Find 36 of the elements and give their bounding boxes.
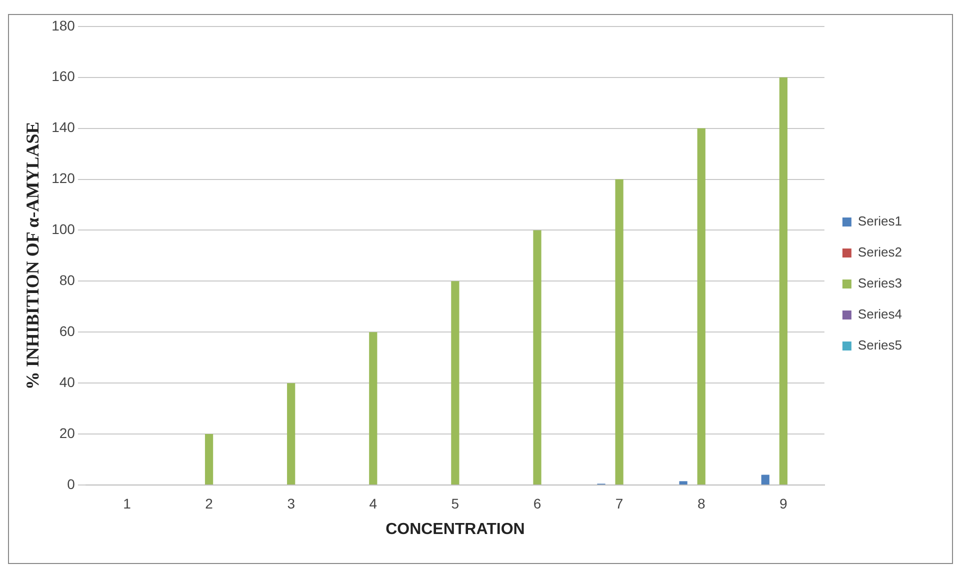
legend-label: Series5 <box>858 338 902 353</box>
x-tick-label: 7 <box>615 495 624 512</box>
bar <box>533 230 542 484</box>
y-tick-label: 120 <box>52 170 76 186</box>
y-tick-label: 40 <box>59 374 76 390</box>
x-tick-label: 4 <box>369 495 378 512</box>
bar <box>204 434 214 484</box>
bar <box>761 474 770 484</box>
y-tick-label: 20 <box>59 424 76 441</box>
x-tick-label: 8 <box>697 495 706 512</box>
y-tick-label: 160 <box>52 68 76 84</box>
x-axis-title: CONCENTRATION <box>386 520 525 538</box>
x-tick-label: 9 <box>780 495 788 512</box>
y-tick-label: 100 <box>52 221 76 238</box>
bar <box>451 281 460 484</box>
legend-label: Series1 <box>858 214 902 229</box>
legend-label: Series4 <box>858 306 902 322</box>
bar <box>369 332 378 484</box>
x-tick-label: 6 <box>533 495 542 512</box>
bar <box>697 128 706 484</box>
bar <box>679 481 688 484</box>
x-tick-label: 2 <box>205 495 214 512</box>
legend-label: Series3 <box>858 276 902 291</box>
x-tick-label: 5 <box>451 495 460 512</box>
y-tick-label: 80 <box>59 272 76 288</box>
bar <box>615 179 624 484</box>
bar <box>779 77 788 484</box>
y-tick-label: 180 <box>52 17 76 34</box>
y-tick-label: 0 <box>67 476 76 492</box>
y-tick-label: 60 <box>59 322 76 339</box>
y-tick-label: 140 <box>52 119 76 136</box>
x-tick-label: 1 <box>123 495 132 512</box>
legend-label: Series2 <box>858 244 902 260</box>
y-axis-title: % INHIBITION OF α-AMYLASE <box>22 122 42 390</box>
x-tick-label: 3 <box>287 495 296 512</box>
bar <box>287 383 296 484</box>
